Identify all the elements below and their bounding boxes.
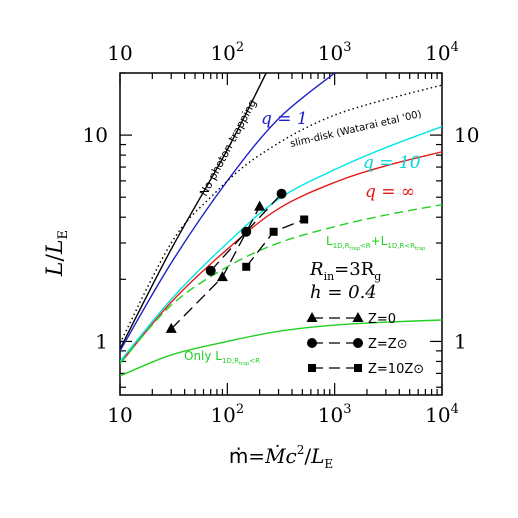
- legend: Z=0 Z=Z⊙ Z=10Z⊙: [306, 312, 424, 377]
- label-q1: q = 1: [261, 109, 308, 129]
- svg-text:ṁ=Ṁc2/LE: ṁ=Ṁc2/LE: [229, 443, 333, 471]
- label-q10: q = 10: [363, 153, 421, 173]
- x-tick-label-top: 103: [318, 40, 352, 65]
- legend-marker-triangle: [352, 312, 364, 322]
- x-axis-label: ṁ=Ṁc2/LE: [229, 443, 333, 471]
- y-tick-labels: 1 1 10 10: [83, 123, 480, 353]
- y-axis-label: L/LE: [43, 230, 71, 277]
- y-tick-label: 1: [95, 329, 108, 353]
- series-line-1: [120, 73, 336, 352]
- label-rin: Rin=3Rg: [309, 259, 381, 283]
- plot-frame: [119, 72, 443, 396]
- label-only-l: Only L1D,Rtrap<R: [184, 349, 260, 367]
- sim-point-triangle: [254, 200, 266, 211]
- x-tick-labels: 10 10 102 102 103 103 104 104: [107, 40, 459, 427]
- sim-point-square: [242, 262, 251, 271]
- series-line-0: [120, 73, 267, 350]
- legend-label-square: Z=10Z⊙: [368, 362, 424, 377]
- sim-point-triangle: [165, 322, 177, 333]
- legend-marker-square: [354, 364, 362, 372]
- series-line-6: [120, 319, 442, 377]
- label-qinf: q = ∞: [365, 182, 415, 202]
- sim-point-circle: [276, 188, 287, 199]
- x-tick-label: 103: [318, 402, 352, 427]
- x-tick-label-top: 10: [107, 41, 132, 65]
- sim-point-circle: [241, 226, 252, 237]
- series-line-4: [120, 151, 442, 365]
- curves: [120, 73, 442, 377]
- legend-marker-circle: [307, 338, 317, 348]
- legend-marker-triangle: [306, 312, 318, 322]
- legend-label-triangle: Z=0: [368, 312, 396, 327]
- x-tick-label: 10: [107, 403, 132, 427]
- y-tick-label-right: 10: [454, 123, 479, 147]
- series-line-3: [120, 125, 442, 362]
- sim-point-triangle: [216, 271, 228, 282]
- label-green-dashed: L1D,Rtrap<R+L1D,R<Rtrap: [326, 234, 425, 252]
- label-h: h = 0.4: [310, 282, 377, 303]
- label-slim-disk: slim-disk (Watarai etal '00): [289, 109, 423, 150]
- x-tick-label-top: 104: [425, 40, 459, 65]
- series-line-5: [120, 204, 442, 365]
- x-tick-label: 102: [210, 402, 244, 427]
- svg-text:L/LE: L/LE: [43, 230, 71, 277]
- y-tick-label-right: 1: [454, 329, 467, 353]
- x-tick-label: 104: [425, 402, 459, 427]
- label-no-photon-trapping: No photon-trapping: [197, 97, 259, 198]
- y-tick-label: 10: [83, 123, 108, 147]
- legend-marker-circle: [353, 338, 363, 348]
- simulation-points: [165, 188, 309, 333]
- sim-point-square: [269, 227, 278, 236]
- sim-point-square: [300, 215, 309, 224]
- legend-label-circle: Z=Z⊙: [368, 337, 408, 352]
- legend-marker-square: [308, 364, 316, 372]
- sim-point-circle: [205, 265, 216, 276]
- x-tick-label-top: 102: [210, 40, 244, 65]
